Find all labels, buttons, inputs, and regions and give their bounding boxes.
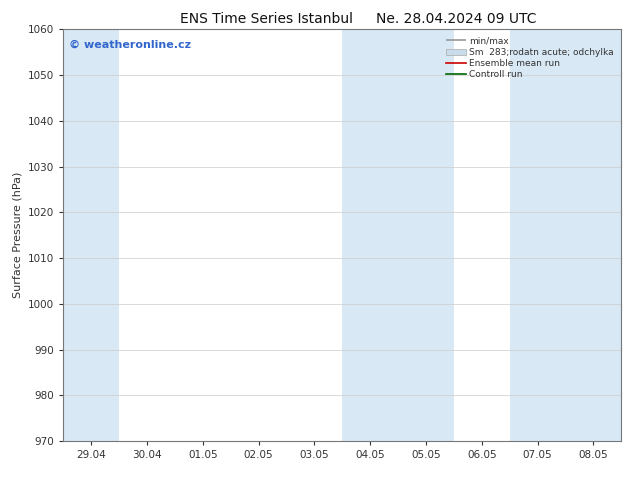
Bar [63, 29, 119, 441]
Y-axis label: Surface Pressure (hPa): Surface Pressure (hPa) [13, 172, 23, 298]
Bar [566, 29, 621, 441]
Bar [342, 29, 398, 441]
Bar [398, 29, 454, 441]
Legend: min/max, Sm  283;rodatn acute; odchylka, Ensemble mean run, Controll run: min/max, Sm 283;rodatn acute; odchylka, … [443, 34, 617, 82]
Text: © weatheronline.cz: © weatheronline.cz [69, 40, 191, 49]
Text: Ne. 28.04.2024 09 UTC: Ne. 28.04.2024 09 UTC [376, 12, 537, 26]
Bar [510, 29, 566, 441]
Text: ENS Time Series Istanbul: ENS Time Series Istanbul [180, 12, 353, 26]
